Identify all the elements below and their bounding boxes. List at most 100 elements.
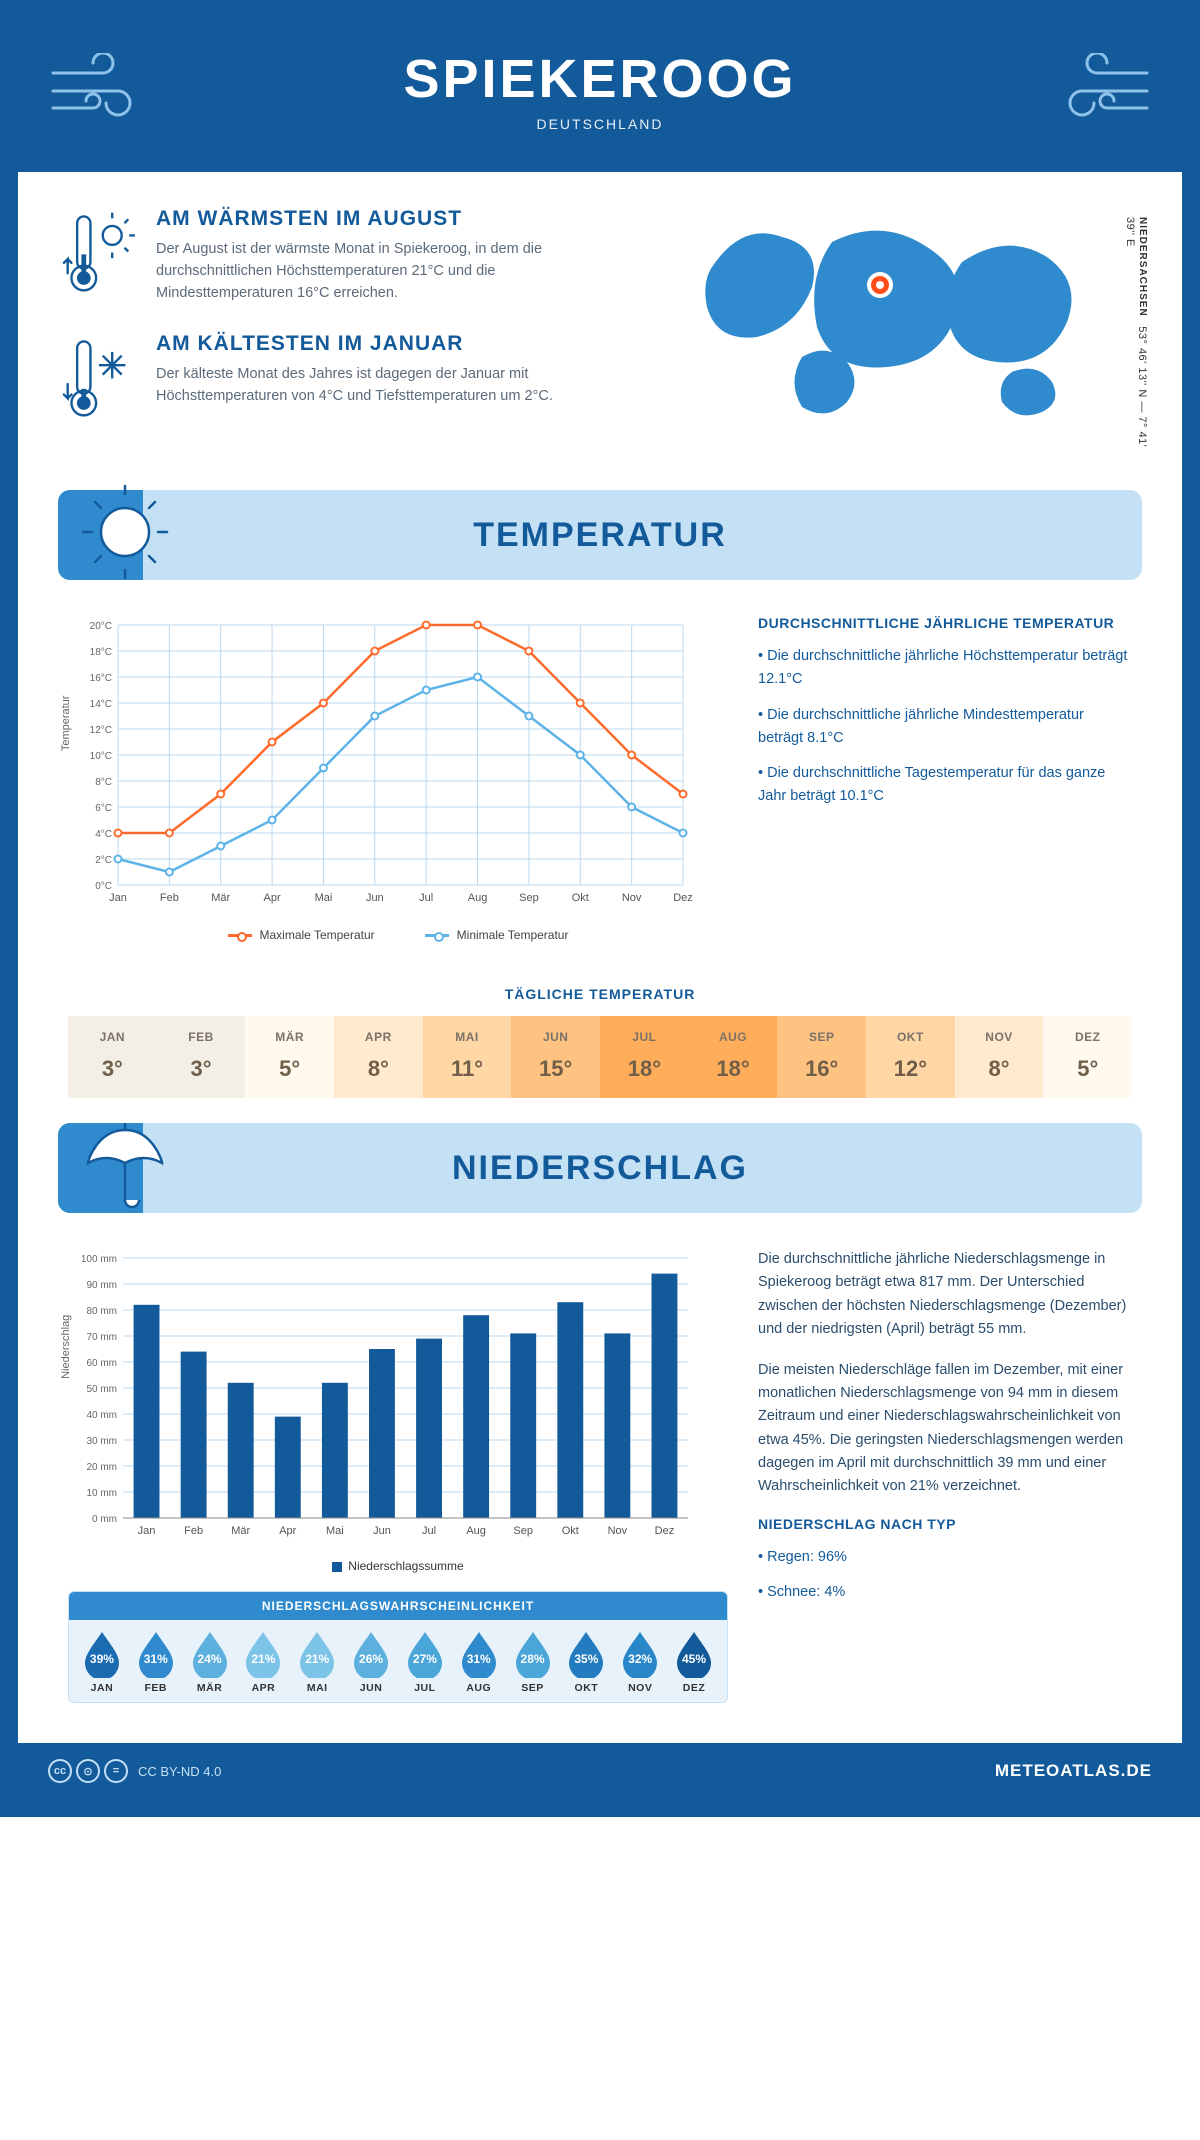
svg-text:Aug: Aug bbox=[466, 1525, 486, 1537]
precip-y-label: Niederschlag bbox=[60, 1314, 72, 1378]
svg-text:Feb: Feb bbox=[160, 892, 179, 904]
probability-cell: 24%MÄR bbox=[183, 1630, 237, 1694]
svg-text:30 mm: 30 mm bbox=[86, 1436, 117, 1447]
svg-text:10 mm: 10 mm bbox=[86, 1488, 117, 1499]
footer: cc⊙= CC BY-ND 4.0 METEOATLAS.DE bbox=[18, 1743, 1182, 1799]
fact-warm-text: Der August ist der wärmste Monat in Spie… bbox=[156, 239, 556, 304]
probability-box: NIEDERSCHLAGSWAHRSCHEINLICHKEIT 39%JAN31… bbox=[68, 1591, 728, 1703]
svg-text:Jul: Jul bbox=[419, 892, 433, 904]
svg-text:Jan: Jan bbox=[109, 892, 127, 904]
banner-temperature: TEMPERATUR bbox=[58, 490, 1142, 580]
fact-warm-title: AM WÄRMSTEN IM AUGUST bbox=[156, 207, 556, 231]
svg-text:Jul: Jul bbox=[422, 1525, 436, 1537]
temp-y-label: Temperatur bbox=[60, 695, 72, 751]
fact-coldest: AM KÄLTESTEN IM JANUAR Der kälteste Mona… bbox=[58, 332, 652, 427]
svg-text:16°C: 16°C bbox=[90, 673, 112, 684]
fact-cold-title: AM KÄLTESTEN IM JANUAR bbox=[156, 332, 556, 356]
svg-text:4°C: 4°C bbox=[95, 829, 112, 840]
svg-text:90 mm: 90 mm bbox=[86, 1280, 117, 1291]
svg-text:0°C: 0°C bbox=[95, 881, 112, 892]
svg-text:Mär: Mär bbox=[211, 892, 230, 904]
page-title: SPIEKEROOG bbox=[38, 48, 1162, 110]
probability-cell: 21%MAI bbox=[290, 1630, 344, 1694]
legend-max: Maximale Temperatur bbox=[228, 928, 375, 942]
probability-cell: 31%AUG bbox=[452, 1630, 506, 1694]
svg-text:2°C: 2°C bbox=[95, 855, 112, 866]
sun-icon bbox=[78, 482, 173, 592]
svg-text:14°C: 14°C bbox=[90, 699, 112, 710]
daily-cell: MÄR5° bbox=[245, 1016, 334, 1098]
header: SPIEKEROOG DEUTSCHLAND bbox=[18, 18, 1182, 172]
svg-text:40 mm: 40 mm bbox=[86, 1410, 117, 1421]
probability-cell: 21%APR bbox=[236, 1630, 290, 1694]
svg-text:Apr: Apr bbox=[279, 1525, 296, 1537]
svg-text:20 mm: 20 mm bbox=[86, 1462, 117, 1473]
svg-text:Nov: Nov bbox=[608, 1525, 628, 1537]
daily-cell: JAN3° bbox=[68, 1016, 157, 1098]
precipitation-bar-chart: Niederschlag 0 mm10 mm20 mm30 mm40 mm50 … bbox=[68, 1248, 728, 1573]
svg-text:12°C: 12°C bbox=[90, 725, 112, 736]
probability-cell: 26%JUN bbox=[344, 1630, 398, 1694]
precip-legend-label: Niederschlagssumme bbox=[348, 1559, 463, 1573]
svg-text:Jun: Jun bbox=[373, 1525, 391, 1537]
daily-cell: JUN15° bbox=[511, 1016, 600, 1098]
svg-text:8°C: 8°C bbox=[95, 777, 112, 788]
temp-bullet: • Die durchschnittliche Tagestemperatur … bbox=[758, 762, 1132, 808]
daily-cell: SEP16° bbox=[777, 1016, 866, 1098]
svg-text:Okt: Okt bbox=[562, 1525, 579, 1537]
world-map-icon bbox=[682, 207, 1142, 442]
svg-text:Mär: Mär bbox=[231, 1525, 250, 1537]
probability-title: NIEDERSCHLAGSWAHRSCHEINLICHKEIT bbox=[69, 1592, 727, 1620]
svg-text:Mai: Mai bbox=[315, 892, 333, 904]
svg-text:70 mm: 70 mm bbox=[86, 1332, 117, 1343]
svg-text:20°C: 20°C bbox=[90, 621, 112, 632]
daily-title: TÄGLICHE TEMPERATUR bbox=[18, 986, 1182, 1002]
precip-text-1: Die durchschnittliche jährliche Niedersc… bbox=[758, 1248, 1132, 1341]
temp-bullet: • Die durchschnittliche jährliche Mindes… bbox=[758, 704, 1132, 750]
svg-text:10°C: 10°C bbox=[90, 751, 112, 762]
svg-text:Dez: Dez bbox=[655, 1525, 675, 1537]
probability-cell: 39%JAN bbox=[75, 1630, 129, 1694]
temp-bullet: • Die durchschnittliche jährliche Höchst… bbox=[758, 645, 1132, 691]
daily-cell: NOV8° bbox=[955, 1016, 1044, 1098]
thermometer-sun-icon bbox=[58, 207, 138, 304]
daily-cell: APR8° bbox=[334, 1016, 423, 1098]
svg-text:Dez: Dez bbox=[673, 892, 693, 904]
daily-cell: MAI11° bbox=[423, 1016, 512, 1098]
svg-text:Sep: Sep bbox=[519, 892, 539, 904]
svg-text:Aug: Aug bbox=[468, 892, 488, 904]
svg-text:Sep: Sep bbox=[513, 1525, 533, 1537]
probability-cell: 45%DEZ bbox=[667, 1630, 721, 1694]
probability-cell: 31%FEB bbox=[129, 1630, 183, 1694]
cc-icons: cc⊙= bbox=[48, 1759, 128, 1783]
svg-text:Okt: Okt bbox=[572, 892, 589, 904]
precip-type-item: • Regen: 96% bbox=[758, 1546, 1132, 1569]
svg-text:Mai: Mai bbox=[326, 1525, 344, 1537]
svg-text:Jan: Jan bbox=[138, 1525, 156, 1537]
daily-cell: AUG18° bbox=[689, 1016, 778, 1098]
precip-type-list: • Regen: 96% • Schnee: 4% bbox=[758, 1546, 1132, 1604]
svg-text:Jun: Jun bbox=[366, 892, 384, 904]
legend-min: Minimale Temperatur bbox=[425, 928, 569, 942]
daily-temperature-table: JAN3°FEB3°MÄR5°APR8°MAI11°JUN15°JUL18°AU… bbox=[68, 1016, 1132, 1098]
legend-min-label: Minimale Temperatur bbox=[457, 928, 569, 942]
daily-cell: DEZ5° bbox=[1043, 1016, 1132, 1098]
svg-text:60 mm: 60 mm bbox=[86, 1358, 117, 1369]
probability-cell: 28%SEP bbox=[506, 1630, 560, 1694]
svg-text:18°C: 18°C bbox=[90, 647, 112, 658]
temperature-line-chart: Temperatur 0°C2°C4°C6°C8°C10°C12°C14°C16… bbox=[68, 615, 728, 942]
fact-warmest: AM WÄRMSTEN IM AUGUST Der August ist der… bbox=[58, 207, 652, 304]
probability-cell: 27%JUL bbox=[398, 1630, 452, 1694]
fact-cold-text: Der kälteste Monat des Jahres ist dagege… bbox=[156, 364, 556, 408]
precip-type-item: • Schnee: 4% bbox=[758, 1581, 1132, 1604]
svg-text:Apr: Apr bbox=[264, 892, 281, 904]
temp-side-title: DURCHSCHNITTLICHE JÄHRLICHE TEMPERATUR bbox=[758, 615, 1132, 631]
umbrella-icon bbox=[78, 1115, 173, 1225]
svg-text:80 mm: 80 mm bbox=[86, 1306, 117, 1317]
svg-text:100 mm: 100 mm bbox=[81, 1254, 117, 1265]
region-label: NIEDERSACHSEN bbox=[1137, 217, 1148, 317]
banner-precip-title: NIEDERSCHLAG bbox=[58, 1149, 1142, 1188]
banner-precipitation: NIEDERSCHLAG bbox=[58, 1123, 1142, 1213]
svg-text:6°C: 6°C bbox=[95, 803, 112, 814]
banner-temp-title: TEMPERATUR bbox=[58, 516, 1142, 555]
